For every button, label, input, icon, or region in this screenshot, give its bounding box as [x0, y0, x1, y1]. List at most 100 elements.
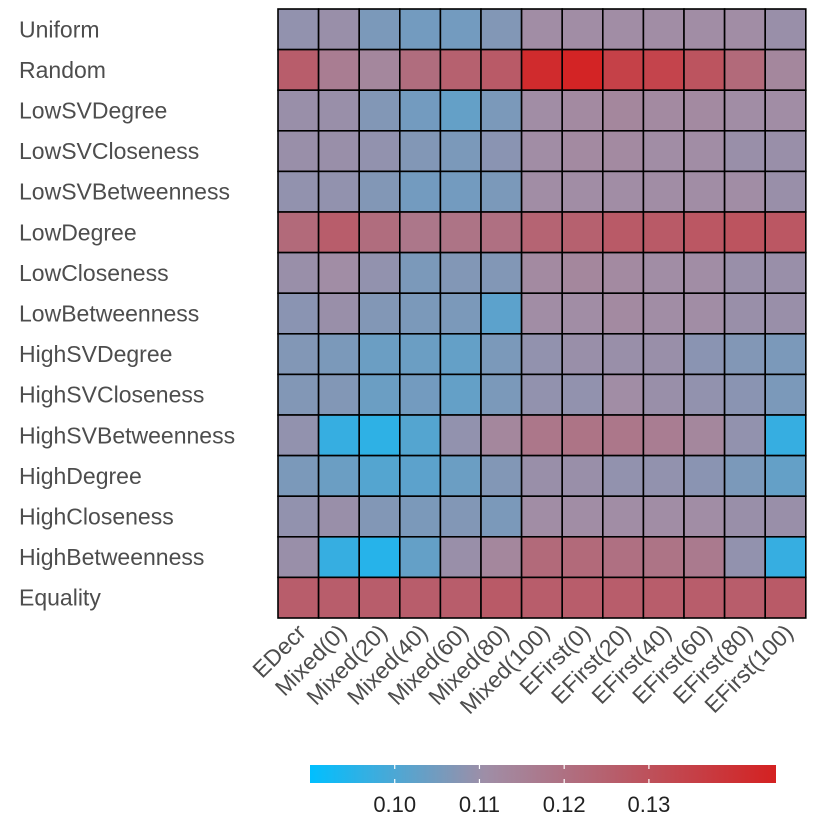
row-label-highsvcloseness: HighSVCloseness — [19, 382, 204, 408]
heatmap-cell-random-edecr — [277, 48, 320, 91]
heatmap-cell-highsvcloseness-efirst-40 — [642, 373, 685, 416]
heatmap-cell-highsvcloseness-mixed-60 — [439, 373, 482, 416]
heatmap-cell-highsvcloseness-efirst-80 — [723, 373, 766, 416]
heatmap-cell-lowbetweenness-efirst-0 — [561, 292, 604, 335]
heatmap-cell-highsvdegree-edecr — [277, 332, 320, 376]
heatmap-cell-highsvcloseness-efirst-60 — [683, 373, 726, 416]
heatmap-cell-highcloseness-mixed-60 — [439, 495, 482, 538]
heatmap-cell-highdegree-efirst-20 — [601, 454, 645, 498]
heatmap-cell-random-efirst-40 — [642, 48, 685, 91]
heatmap-cell-uniform-efirst-80 — [723, 8, 766, 51]
heatmap-cell-highsvdegree-mixed-100 — [520, 332, 563, 376]
heatmap-cell-highdegree-efirst-0 — [561, 454, 604, 498]
heatmap-cell-equality-mixed-40 — [398, 576, 442, 619]
heatmap-cell-highsvbetweenness-mixed-40 — [398, 414, 442, 457]
heatmap-cell-lowsvbetweenness-mixed-20 — [358, 170, 401, 213]
heatmap-cell-lowbetweenness-efirst-100 — [764, 292, 807, 335]
heatmap-cell-highsvbetweenness-efirst-80 — [723, 414, 766, 457]
heatmap-cell-lowsvdegree-mixed-80 — [480, 89, 523, 132]
heatmap-cell-lowsvbetweenness-mixed-0 — [317, 170, 361, 213]
heatmap-cell-highsvbetweenness-mixed-20 — [358, 414, 401, 457]
heatmap-cell-highsvcloseness-edecr — [277, 373, 320, 416]
heatmap-cell-highdegree-mixed-20 — [358, 454, 401, 498]
colorbar-tick-label: 0.10 — [373, 792, 416, 817]
heatmap-cell-uniform-efirst-60 — [683, 8, 726, 51]
heatmap-cell-lowsvbetweenness-efirst-20 — [601, 170, 645, 213]
row-label-lowcloseness: LowCloseness — [19, 260, 169, 286]
heatmap-cell-highbetweenness-efirst-60 — [683, 535, 726, 579]
heatmap-cell-random-mixed-80 — [480, 48, 523, 91]
heatmap-cell-highsvcloseness-mixed-0 — [317, 373, 361, 416]
heatmap-cell-highbetweenness-mixed-80 — [480, 535, 523, 579]
heatmap-cell-highbetweenness-mixed-0 — [317, 535, 361, 579]
heatmap-cell-highdegree-mixed-60 — [439, 454, 482, 498]
heatmap-cell-lowcloseness-efirst-20 — [601, 251, 645, 295]
heatmap-cell-lowdegree-edecr — [277, 211, 320, 254]
colorbar-tick-label: 0.11 — [459, 792, 500, 817]
heatmap-cell-random-efirst-100 — [764, 48, 807, 91]
heatmap-cell-highdegree-mixed-80 — [480, 454, 523, 498]
colorbar-tick-label: 0.12 — [543, 792, 586, 817]
heatmap-cell-highsvbetweenness-efirst-40 — [642, 414, 685, 457]
heatmap-cell-equality-efirst-20 — [601, 576, 645, 619]
heatmap-cell-highsvcloseness-mixed-20 — [358, 373, 401, 416]
heatmap-cell-uniform-efirst-100 — [764, 8, 807, 51]
heatmap-cell-lowsvdegree-mixed-100 — [520, 89, 563, 132]
heatmap-cell-random-mixed-60 — [439, 48, 482, 91]
row-label-lowsvbetweenness: LowSVBetweenness — [19, 179, 230, 205]
heatmap-cell-lowsvbetweenness-mixed-80 — [480, 170, 523, 213]
heatmap-cell-lowbetweenness-mixed-40 — [398, 292, 442, 335]
heatmap-cell-lowsvcloseness-efirst-20 — [601, 130, 645, 173]
heatmap-cell-uniform-mixed-80 — [480, 8, 523, 51]
heatmap-cell-lowsvdegree-efirst-100 — [764, 89, 807, 132]
heatmap-cell-lowsvdegree-mixed-20 — [358, 89, 401, 132]
heatmap-cell-lowsvdegree-edecr — [277, 89, 320, 132]
row-label-lowsvdegree: LowSVDegree — [19, 98, 167, 124]
heatmap-cell-lowdegree-mixed-20 — [358, 211, 401, 254]
heatmap-cell-highcloseness-efirst-100 — [764, 495, 807, 538]
heatmap-cell-highsvcloseness-mixed-40 — [398, 373, 442, 416]
heatmap-cell-random-mixed-0 — [317, 48, 361, 91]
heatmap-cell-lowsvcloseness-efirst-100 — [764, 130, 807, 173]
heatmap-cell-uniform-edecr — [277, 8, 320, 51]
heatmap-cell-highsvbetweenness-efirst-100 — [764, 414, 807, 457]
heatmap-cell-uniform-efirst-20 — [601, 8, 645, 51]
heatmap-cell-lowbetweenness-efirst-40 — [642, 292, 685, 335]
row-label-random: Random — [19, 57, 106, 83]
row-label-highsvdegree: HighSVDegree — [19, 341, 172, 367]
heatmap-cell-uniform-mixed-40 — [398, 8, 442, 51]
heatmap-cell-highsvdegree-mixed-0 — [317, 332, 361, 376]
heatmap-cell-highbetweenness-efirst-20 — [601, 535, 645, 579]
heatmap-cell-highdegree-efirst-40 — [642, 454, 685, 498]
heatmap-cell-highcloseness-efirst-20 — [601, 495, 645, 538]
heatmap-cell-lowsvbetweenness-mixed-40 — [398, 170, 442, 213]
heatmap-cell-highsvdegree-mixed-20 — [358, 332, 401, 376]
heatmap-cell-lowcloseness-mixed-60 — [439, 251, 482, 295]
heatmap-cell-lowsvcloseness-mixed-20 — [358, 130, 401, 173]
heatmap-cell-lowsvbetweenness-efirst-0 — [561, 170, 604, 213]
heatmap-cell-highcloseness-mixed-0 — [317, 495, 361, 538]
heatmap-cell-random-mixed-20 — [358, 48, 401, 91]
heatmap-cell-highsvbetweenness-mixed-60 — [439, 414, 482, 457]
heatmap-cell-random-efirst-60 — [683, 48, 726, 91]
heatmap-cell-uniform-efirst-40 — [642, 8, 685, 51]
heatmap-cell-highbetweenness-efirst-0 — [561, 535, 604, 579]
heatmap-cell-highbetweenness-mixed-100 — [520, 535, 563, 579]
heatmap-cell-equality-mixed-80 — [480, 576, 523, 619]
heatmap-cell-lowsvcloseness-mixed-40 — [398, 130, 442, 173]
heatmap-cell-highdegree-efirst-80 — [723, 454, 766, 498]
heatmap-cell-uniform-mixed-0 — [317, 8, 361, 51]
heatmap-cell-highdegree-mixed-40 — [398, 454, 442, 498]
heatmap-cell-lowcloseness-mixed-80 — [480, 251, 523, 295]
heatmap-cell-lowdegree-mixed-60 — [439, 211, 482, 254]
heatmap-cell-lowbetweenness-mixed-80 — [480, 292, 523, 335]
row-label-lowbetweenness: LowBetweenness — [19, 301, 199, 327]
heatmap-cell-highbetweenness-efirst-40 — [642, 535, 685, 579]
heatmap-cell-equality-mixed-20 — [358, 576, 401, 619]
row-label-highcloseness: HighCloseness — [19, 504, 174, 530]
heatmap-cell-uniform-mixed-100 — [520, 8, 563, 51]
heatmap-cell-lowcloseness-mixed-0 — [317, 251, 361, 295]
heatmap-cell-highsvdegree-efirst-20 — [601, 332, 645, 376]
heatmap-cell-highcloseness-mixed-20 — [358, 495, 401, 538]
heatmap-cell-highsvbetweenness-efirst-60 — [683, 414, 726, 457]
